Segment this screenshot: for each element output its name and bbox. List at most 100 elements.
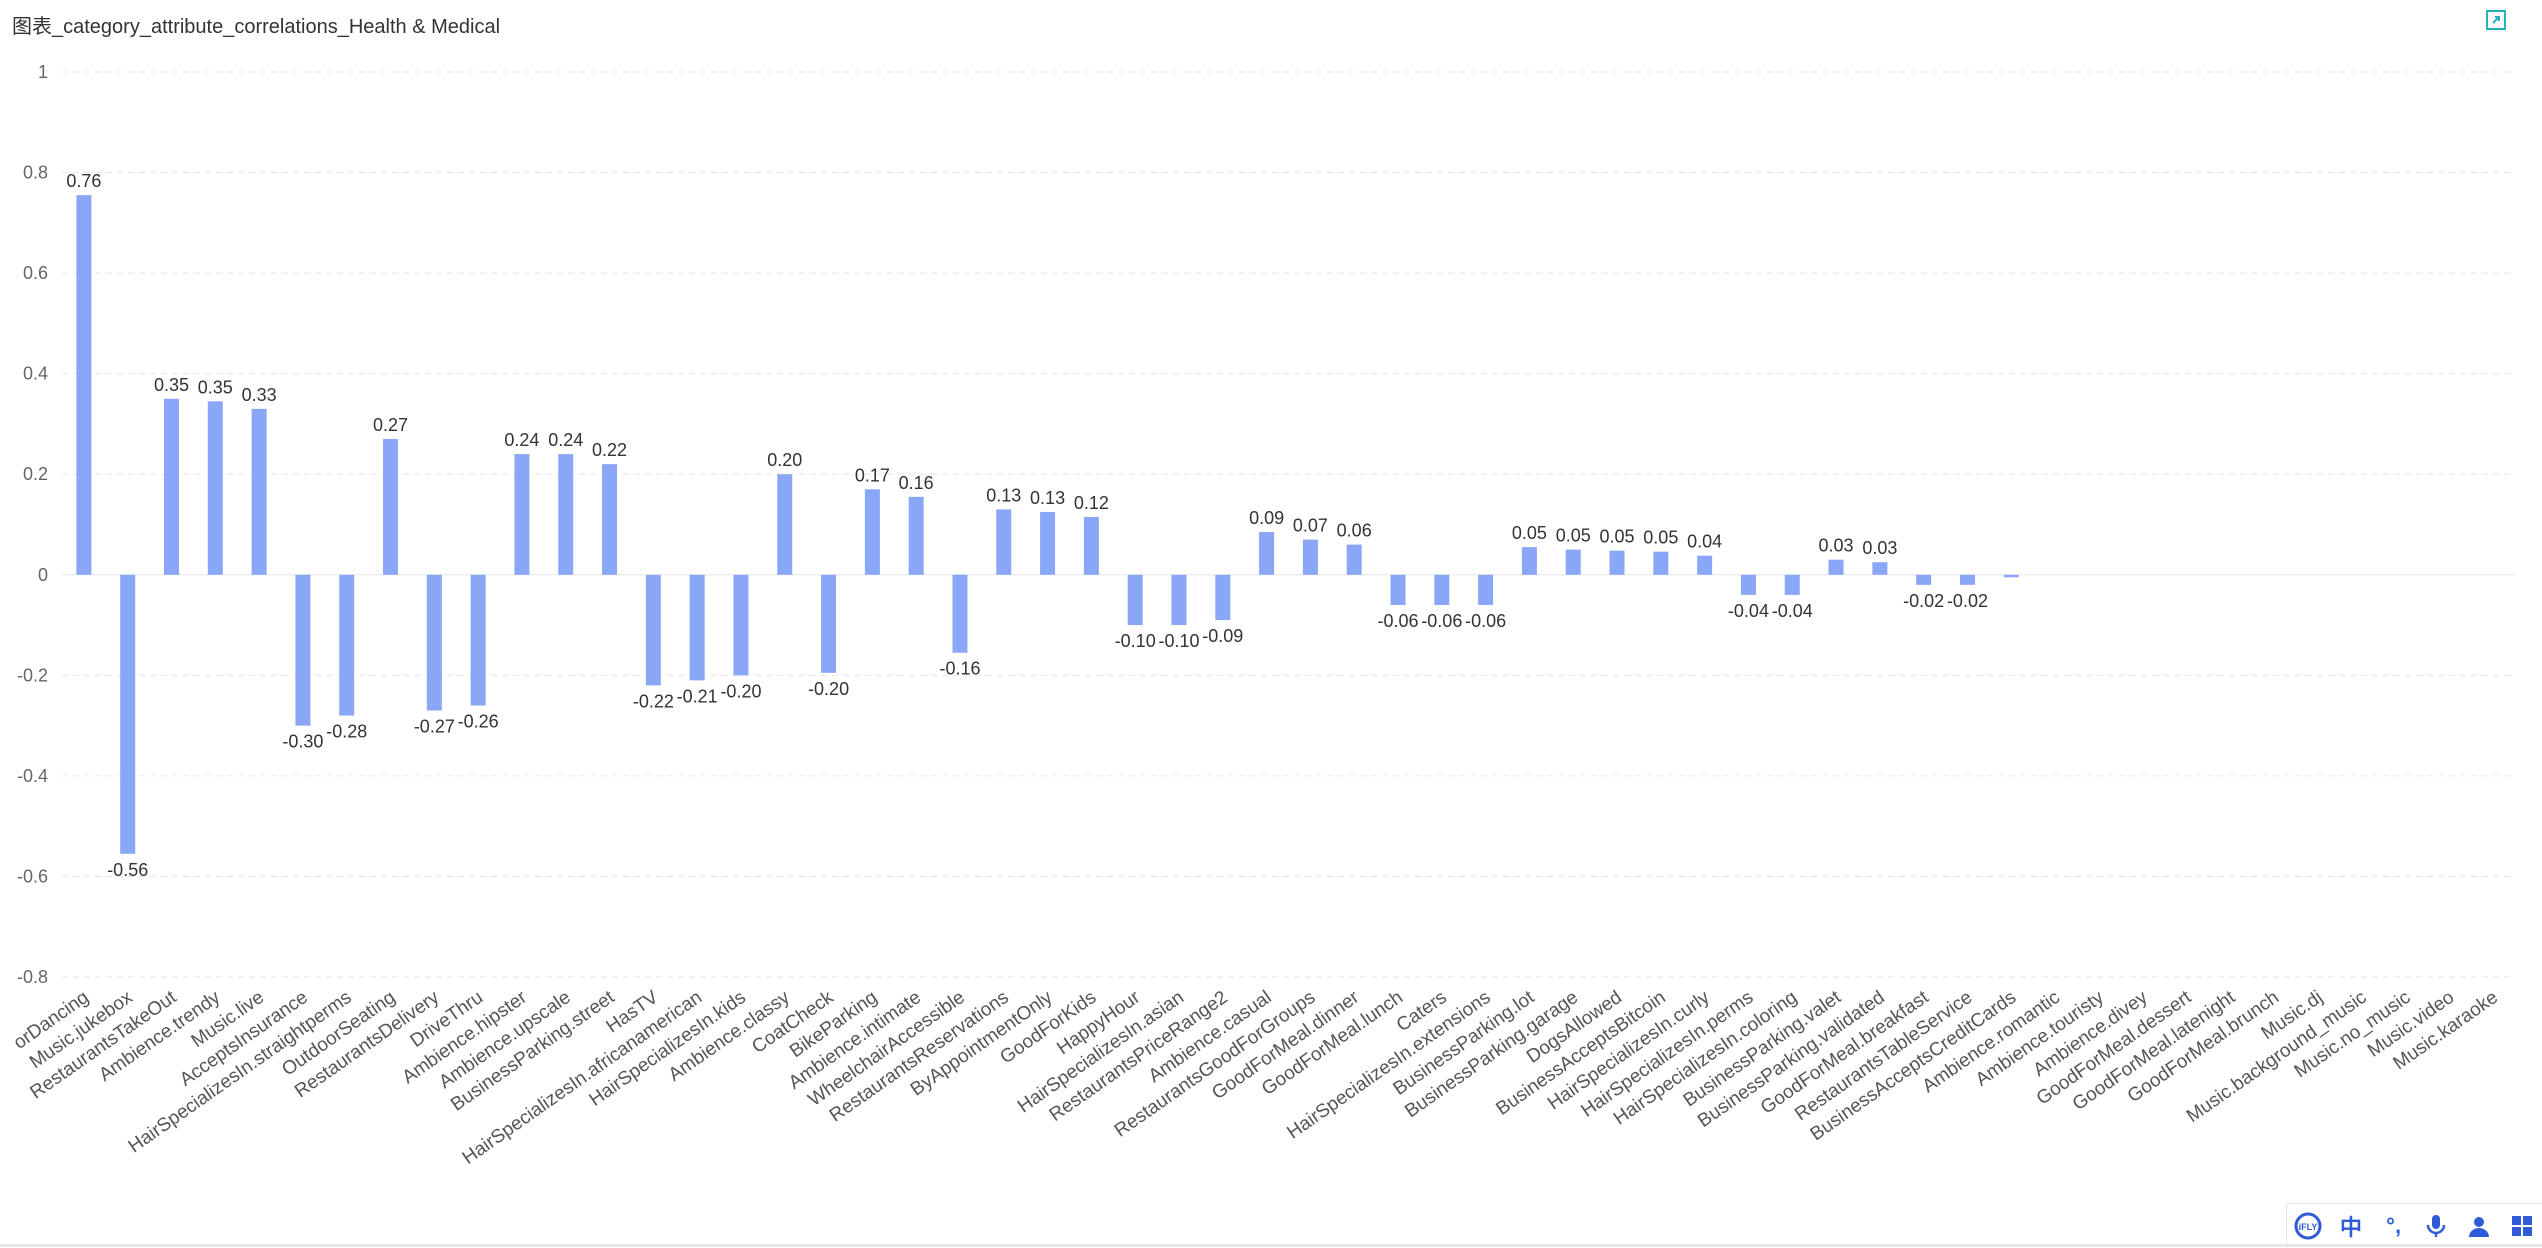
language-toggle[interactable]: 中 — [2339, 1215, 2362, 1240]
bar — [1127, 574, 1143, 626]
bar — [996, 509, 1012, 575]
bar — [295, 574, 311, 726]
bar — [207, 401, 223, 575]
grid-lines — [62, 71, 2515, 978]
data-label: 0.04 — [1687, 532, 1722, 552]
bar — [1697, 555, 1713, 575]
data-label: 0.13 — [1030, 488, 1065, 508]
x-axis: orDancingMusic.jukeboxRestaurantsTakeOut… — [10, 986, 2502, 1168]
bar — [1740, 574, 1756, 595]
bar — [1653, 551, 1669, 575]
data-label: -0.10 — [1115, 631, 1156, 651]
bar — [821, 574, 837, 673]
data-label: 0.33 — [242, 385, 277, 405]
data-label: 0.05 — [1600, 527, 1635, 547]
microphone-icon[interactable] — [2421, 1211, 2451, 1241]
punctuation-toggle[interactable]: °, — [2386, 1213, 2402, 1238]
data-label: -0.22 — [633, 691, 674, 711]
bar — [1565, 549, 1581, 575]
data-label: -0.06 — [1377, 611, 1418, 631]
data-label: 0.09 — [1249, 508, 1284, 528]
bar — [733, 574, 749, 676]
bar — [1346, 544, 1362, 575]
bar — [558, 454, 574, 575]
data-label: 0.35 — [154, 375, 189, 395]
data-label: 0.05 — [1556, 526, 1591, 546]
data-label: 0.05 — [1643, 528, 1678, 548]
y-tick-label: -0.8 — [17, 967, 48, 987]
bar — [1259, 532, 1275, 575]
bar — [120, 574, 136, 854]
data-label: 0.17 — [855, 465, 890, 485]
data-label: -0.16 — [939, 659, 980, 679]
data-label: 0.24 — [504, 430, 539, 450]
y-tick-label: -0.2 — [17, 665, 48, 685]
y-tick-label: 0.6 — [23, 263, 48, 283]
data-label: 0.03 — [1862, 538, 1897, 558]
bar — [383, 439, 399, 575]
bar — [1478, 574, 1494, 605]
data-label: 0.24 — [548, 430, 583, 450]
bar — [251, 408, 267, 575]
data-label: -0.28 — [326, 722, 367, 742]
bar — [864, 489, 880, 575]
bar — [2003, 574, 2019, 578]
data-label: -0.06 — [1465, 611, 1506, 631]
bar — [1521, 547, 1537, 575]
bar — [1390, 574, 1406, 605]
data-label: 0.05 — [1512, 523, 1547, 543]
data-label: -0.56 — [107, 860, 148, 880]
bar — [1434, 574, 1450, 605]
bar — [1959, 574, 1975, 585]
user-icon[interactable] — [2464, 1211, 2494, 1241]
y-axis: 1 0.8 0.6 0.4 0.2 0 -0.2 -0.4 -0.6 -0.8 — [17, 62, 48, 987]
apps-grid-icon[interactable] — [2507, 1211, 2537, 1241]
bars — [76, 195, 2019, 854]
data-label: 0.20 — [767, 450, 802, 470]
ime-toolbar: iFLY 中 °, — [2286, 1203, 2542, 1248]
bar — [908, 496, 924, 575]
bar — [1083, 516, 1099, 575]
y-tick-label: 0.8 — [23, 163, 48, 183]
data-label: -0.04 — [1728, 601, 1769, 621]
bar — [952, 574, 968, 653]
data-labels: 0.76 -0.56 0.35 0.35 0.33 -0.30-0.28 0.27 -0.27… — [66, 171, 1988, 880]
data-label: 0.03 — [1819, 536, 1854, 556]
data-label: 0.27 — [373, 415, 408, 435]
data-label: -0.30 — [282, 732, 323, 752]
bar — [1215, 574, 1231, 621]
data-label: 0.06 — [1337, 521, 1372, 541]
data-label: -0.26 — [458, 712, 499, 732]
bar — [1609, 550, 1625, 575]
expand-icon[interactable] — [2484, 8, 2508, 32]
data-label: 0.22 — [592, 440, 627, 460]
bar — [426, 574, 442, 711]
y-tick-label: 1 — [38, 62, 48, 82]
bar — [514, 454, 530, 575]
data-label: 0.16 — [899, 473, 934, 493]
bottom-border — [0, 1244, 2542, 1247]
bar — [1302, 539, 1318, 575]
data-label: 0.12 — [1074, 493, 1109, 513]
bar — [777, 474, 793, 575]
data-label: -0.27 — [414, 717, 455, 737]
bar — [470, 574, 486, 706]
data-label: -0.09 — [1202, 626, 1243, 646]
data-label: -0.20 — [808, 679, 849, 699]
data-label: -0.10 — [1158, 631, 1199, 651]
data-label: 0.13 — [986, 485, 1021, 505]
bar — [1040, 511, 1056, 575]
bar — [339, 574, 355, 716]
bar — [76, 195, 92, 575]
data-label: -0.02 — [1947, 591, 1988, 611]
bar — [689, 574, 705, 681]
y-tick-label: -0.6 — [17, 866, 48, 886]
bar — [1784, 574, 1800, 595]
bar — [1171, 574, 1187, 626]
bar — [1872, 562, 1888, 575]
ifly-logo-icon[interactable]: iFLY — [2293, 1211, 2323, 1241]
y-tick-label: 0.2 — [23, 464, 48, 484]
data-label: -0.06 — [1421, 611, 1462, 631]
bar — [1916, 574, 1932, 585]
